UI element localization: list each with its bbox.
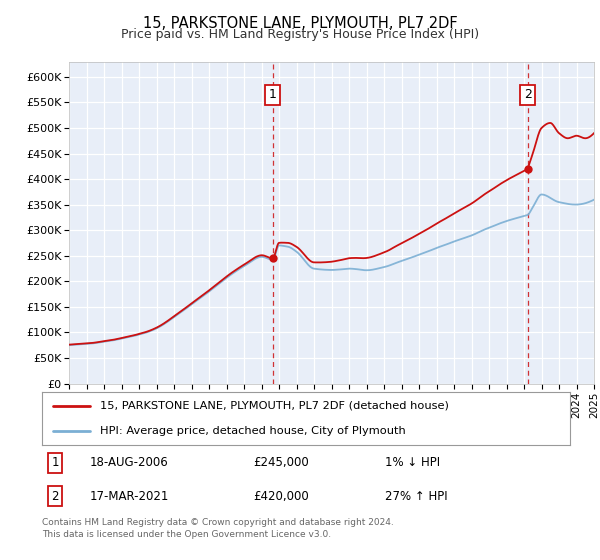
Text: 17-MAR-2021: 17-MAR-2021 <box>89 490 169 503</box>
Text: £245,000: £245,000 <box>253 456 309 469</box>
Text: HPI: Average price, detached house, City of Plymouth: HPI: Average price, detached house, City… <box>100 426 406 436</box>
Text: Price paid vs. HM Land Registry's House Price Index (HPI): Price paid vs. HM Land Registry's House … <box>121 28 479 41</box>
Text: 2: 2 <box>524 88 532 101</box>
Text: 15, PARKSTONE LANE, PLYMOUTH, PL7 2DF: 15, PARKSTONE LANE, PLYMOUTH, PL7 2DF <box>143 16 457 31</box>
Text: £420,000: £420,000 <box>253 490 309 503</box>
Text: 1: 1 <box>269 88 277 101</box>
Text: 1: 1 <box>52 456 59 469</box>
Text: 15, PARKSTONE LANE, PLYMOUTH, PL7 2DF (detached house): 15, PARKSTONE LANE, PLYMOUTH, PL7 2DF (d… <box>100 401 449 411</box>
Text: 1% ↓ HPI: 1% ↓ HPI <box>385 456 440 469</box>
Text: 18-AUG-2006: 18-AUG-2006 <box>89 456 168 469</box>
Text: 27% ↑ HPI: 27% ↑ HPI <box>385 490 448 503</box>
Text: Contains HM Land Registry data © Crown copyright and database right 2024.
This d: Contains HM Land Registry data © Crown c… <box>42 518 394 539</box>
Text: 2: 2 <box>52 490 59 503</box>
